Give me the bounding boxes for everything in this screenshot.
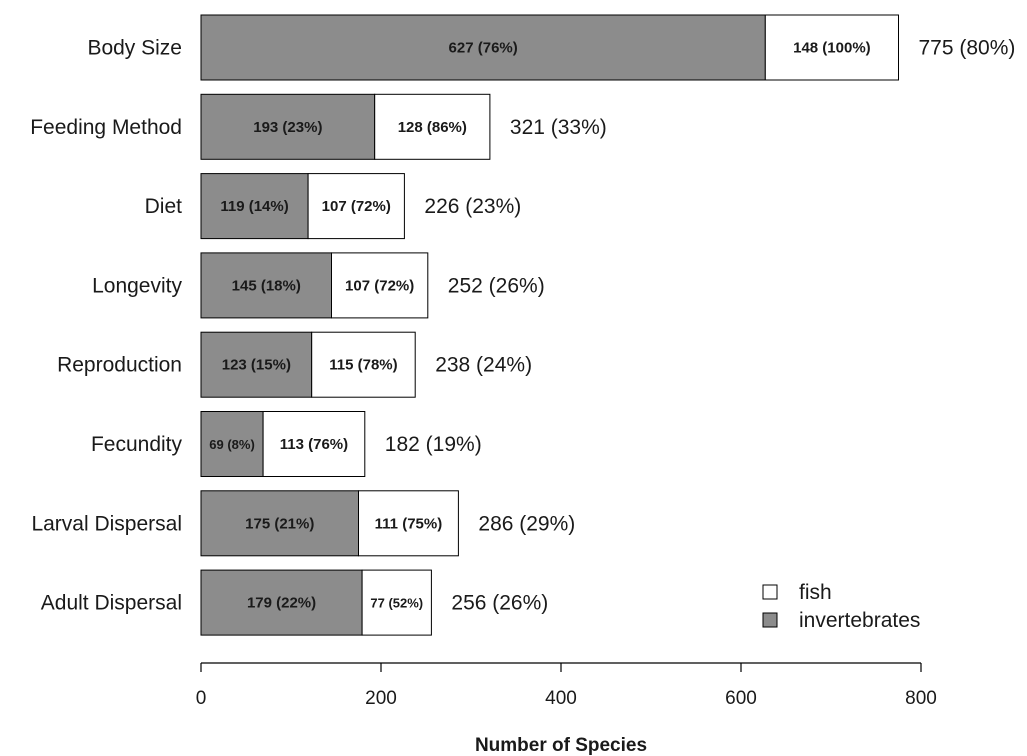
legend-label: invertebrates (799, 609, 920, 632)
total-value-label: 226 (23%) (424, 195, 521, 218)
x-axis: 0 200 400 600 800 (196, 662, 937, 709)
bar-segment-fish (311, 331, 416, 398)
invertebrates-value-label: 627 (76%) (449, 40, 518, 57)
bar-row: Adult Dispersal 179 (22%) 77 (52%) 256 (26%… (41, 569, 548, 636)
bar-segment-fish (361, 569, 432, 636)
bar-segment-invertebrates (200, 569, 363, 636)
invertebrates-value-label: 175 (21%) (245, 515, 314, 532)
category-label: Larval Dispersal (31, 512, 182, 535)
bar-segment-fish (358, 490, 459, 557)
fish-value-label: 77 (52%) (370, 596, 423, 611)
category-label: Reproduction (57, 354, 182, 377)
bar-segment-invertebrates (200, 93, 376, 160)
fish-value-label: 107 (72%) (345, 277, 414, 294)
invertebrates-value-label: 193 (23%) (253, 119, 322, 136)
bar-segment-fish (764, 14, 899, 81)
x-axis-title: Number of Species (475, 735, 647, 756)
fish-value-label: 148 (100%) (793, 40, 871, 57)
bar-segment-fish (307, 173, 405, 240)
fish-value-label: 115 (78%) (329, 357, 397, 374)
total-value-label: 775 (80%) (919, 37, 1016, 60)
category-label: Adult Dispersal (41, 592, 182, 615)
bar-segment-fish (374, 93, 491, 160)
bar-segment-invertebrates (200, 252, 332, 319)
bar-segment-invertebrates (200, 14, 766, 81)
invertebrates-value-label: 123 (15%) (222, 357, 291, 374)
fish-value-label: 113 (76%) (280, 436, 348, 453)
x-tick-label: 600 (725, 688, 757, 709)
fish-value-label: 107 (72%) (322, 198, 391, 215)
legend-swatch (762, 612, 778, 628)
fish-value-label: 111 (75%) (375, 515, 443, 532)
total-value-label: 238 (24%) (435, 354, 532, 377)
total-value-label: 256 (26%) (451, 592, 548, 615)
total-value-label: 252 (26%) (448, 274, 545, 297)
bar-segment-invertebrates (200, 490, 359, 557)
bar-row: Diet 119 (14%) 107 (72%) 226 (23%) (145, 173, 521, 240)
total-value-label: 286 (29%) (478, 512, 575, 535)
category-label: Feeding Method (30, 116, 182, 139)
x-tick-label: 0 (196, 688, 207, 709)
bar-row: Larval Dispersal 175 (21%) 111 (75%) 286 (2… (31, 490, 575, 557)
legend-item: invertebrates (762, 609, 920, 632)
x-tick-label: 800 (905, 688, 937, 709)
legend-item: fish (762, 581, 832, 604)
fish-value-label: 128 (86%) (398, 119, 467, 136)
x-tick-label: 200 (365, 688, 397, 709)
invertebrates-value-label: 179 (22%) (247, 595, 316, 612)
invertebrates-value-label: 69 (8%) (209, 437, 255, 452)
bar-segment-fish (262, 411, 366, 477)
legend: fish invertebrates (762, 581, 920, 632)
bar-segment-fish (331, 252, 429, 319)
invertebrates-value-label: 145 (18%) (232, 277, 301, 294)
bar-segment-invertebrates (200, 173, 309, 240)
total-value-label: 182 (19%) (385, 433, 482, 456)
bar-row: Fecundity 69 (8%) 113 (76%) 182 (19%) (91, 411, 482, 477)
bar-row: Longevity 145 (18%) 107 (72%) 252 (26%) (92, 252, 545, 319)
bar-segment-invertebrates (200, 331, 313, 398)
bar-row: Feeding Method 193 (23%) 128 (86%) 321 (33%… (30, 93, 607, 160)
legend-label: fish (799, 581, 832, 604)
bar-row: Body Size 627 (76%) 148 (100%) 775 (80%) (87, 14, 1016, 81)
invertebrates-value-label: 119 (14%) (220, 198, 288, 215)
category-label: Body Size (87, 37, 182, 60)
legend-swatch (762, 584, 778, 600)
x-tick-label: 400 (545, 688, 577, 709)
category-label: Fecundity (91, 433, 183, 456)
bar-row: Reproduction 123 (15%) 115 (78%) 238 (24%) (57, 331, 532, 398)
total-value-label: 321 (33%) (510, 116, 607, 139)
category-label: Diet (145, 195, 183, 218)
category-label: Longevity (92, 274, 182, 297)
bars-group: Body Size 627 (76%) 148 (100%) 775 (80%) Fee… (30, 14, 1016, 636)
